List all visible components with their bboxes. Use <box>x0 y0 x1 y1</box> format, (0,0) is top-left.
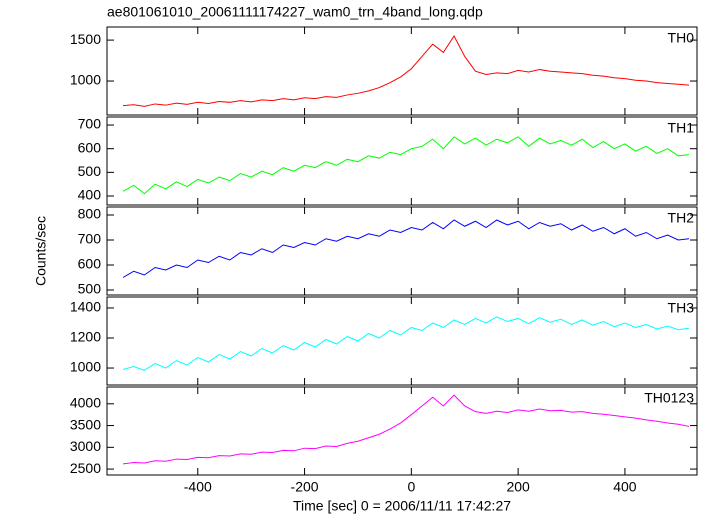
data-line <box>122 394 690 465</box>
legend-label: TH1 <box>668 120 695 136</box>
y-tick-label: 800 <box>78 206 102 222</box>
data-line <box>122 219 690 278</box>
legend-label: TH2 <box>668 210 695 226</box>
y-tick-label: 700 <box>78 231 102 247</box>
legend-label: TH3 <box>668 300 695 316</box>
x-tick-label: 400 <box>613 479 637 495</box>
panel-frame <box>106 206 698 296</box>
x-tick-label: -400 <box>184 479 212 495</box>
chart-title: ae801061010_20061111174227_wam0_trn_4ban… <box>107 4 483 20</box>
legend-label: TH0 <box>668 30 695 46</box>
y-axis-label: Counts/sec <box>33 216 49 286</box>
y-tick-label: 3000 <box>70 438 101 454</box>
y-tick-label: 500 <box>78 281 102 297</box>
y-tick-label: 400 <box>78 187 102 203</box>
legend-label: TH0123 <box>644 390 694 406</box>
panel-frame <box>106 116 698 206</box>
y-tick-label: 600 <box>78 139 102 155</box>
y-tick-label: 3500 <box>70 416 101 432</box>
x-tick-label: 200 <box>506 479 530 495</box>
data-line <box>122 35 690 107</box>
y-tick-label: 700 <box>78 116 102 132</box>
y-tick-label: 1000 <box>70 72 101 88</box>
y-tick-label: 1500 <box>70 31 101 47</box>
y-tick-label: 2500 <box>70 460 101 476</box>
panel-frame <box>106 26 698 116</box>
data-line <box>122 136 690 195</box>
data-line <box>122 316 690 371</box>
y-tick-label: 1400 <box>70 299 101 315</box>
y-tick-label: 600 <box>78 256 102 272</box>
y-tick-label: 1200 <box>70 329 101 345</box>
panel-frame <box>106 296 698 386</box>
x-axis-label: Time [sec] 0 = 2006/11/11 17:42:27 <box>293 498 511 514</box>
y-tick-label: 1000 <box>70 359 101 375</box>
x-tick-label: 0 <box>407 479 415 495</box>
y-tick-label: 500 <box>78 163 102 179</box>
x-tick-label: -200 <box>291 479 319 495</box>
y-tick-label: 4000 <box>70 395 101 411</box>
panel-frame <box>106 386 698 476</box>
